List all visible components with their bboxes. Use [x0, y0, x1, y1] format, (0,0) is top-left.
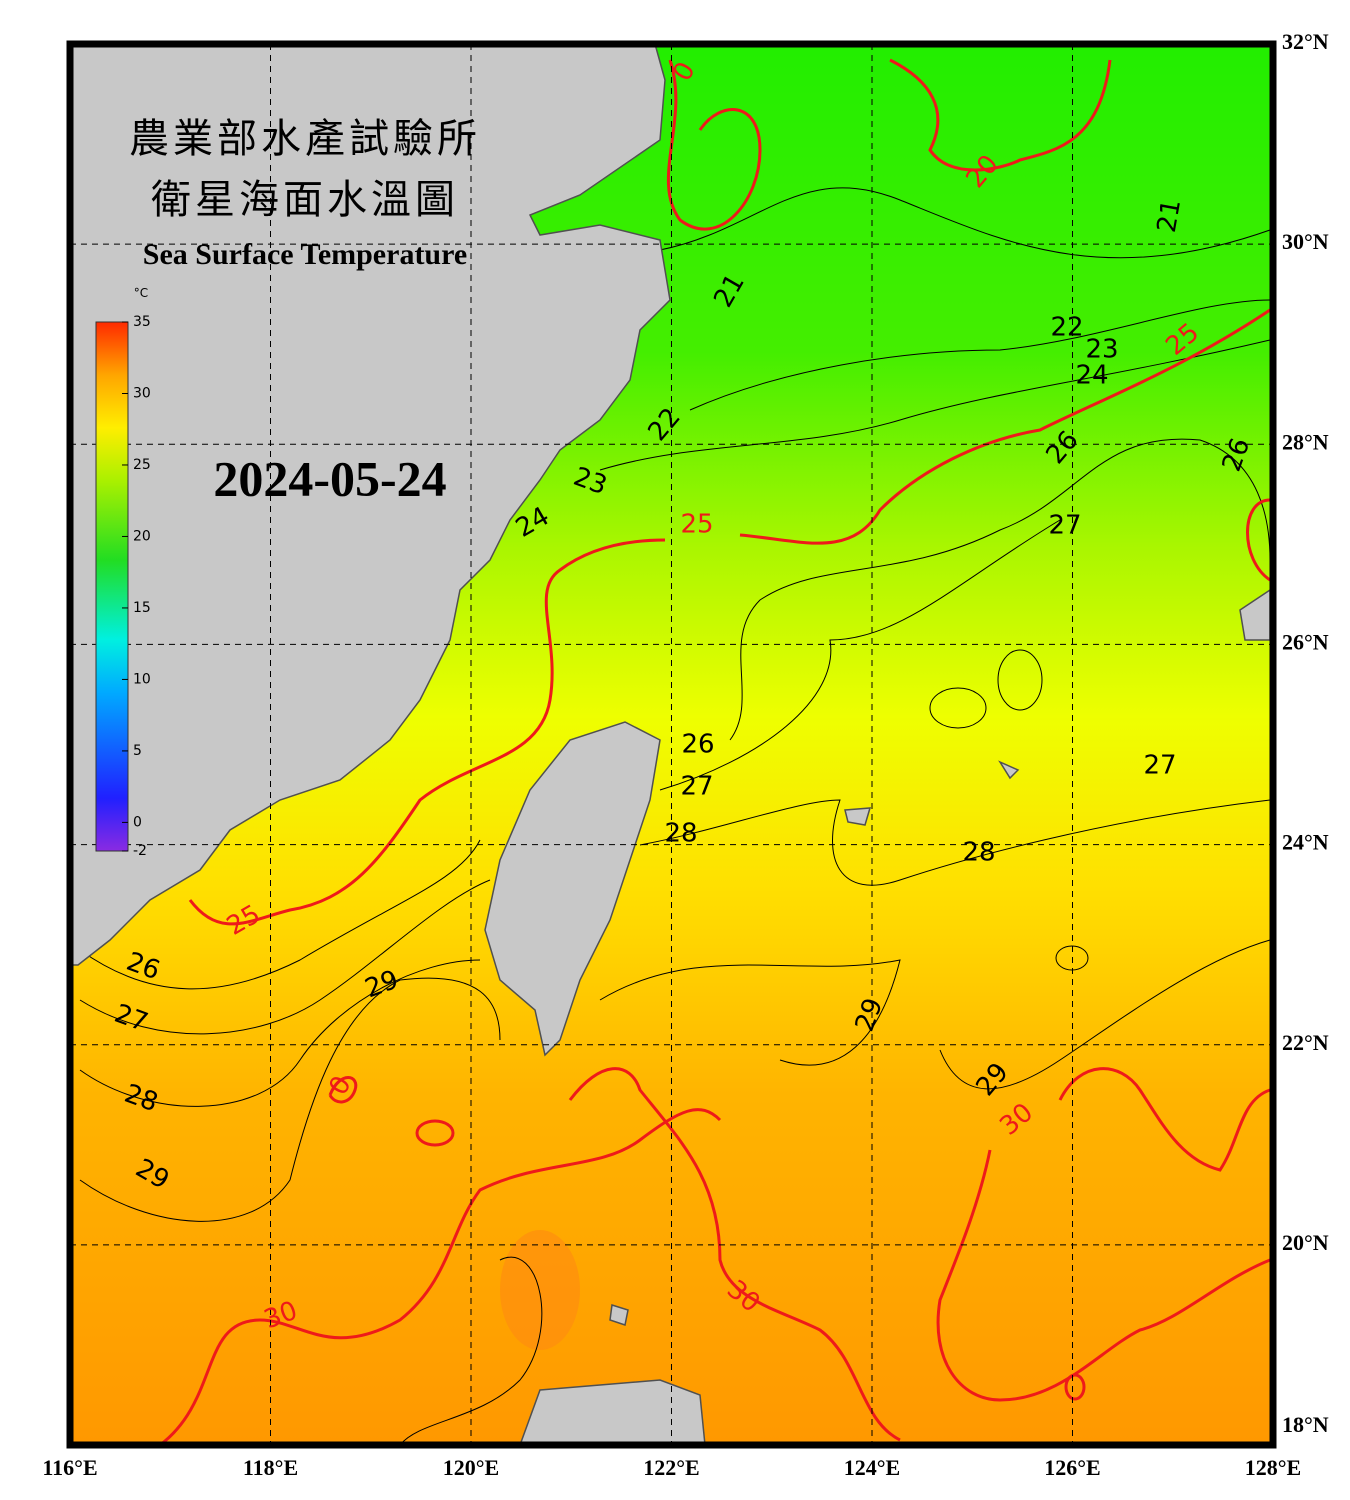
island — [609, 1304, 629, 1326]
x-tick-label: 128°E — [1245, 1455, 1301, 1480]
land — [70, 44, 1271, 1445]
contour-label: 27 — [1048, 511, 1081, 541]
contour-label: 23 — [1085, 335, 1118, 365]
colorbar-tick-label: 0 — [133, 814, 142, 830]
luzon — [519, 1379, 706, 1445]
x-tick-label: 122°E — [643, 1455, 699, 1480]
y-tick-label: 24°N — [1282, 830, 1329, 855]
map-frame — [66, 40, 1277, 1449]
colorbar-unit: °C — [134, 286, 148, 300]
y-tick-label: 30°N — [1282, 229, 1329, 254]
y-tick-label: 28°N — [1282, 429, 1329, 454]
title-en: Sea Surface Temperature — [143, 238, 467, 271]
taiwan — [484, 721, 661, 1057]
x-tick-label: 124°E — [844, 1455, 900, 1480]
x-tick-label: 120°E — [443, 1455, 499, 1480]
colorbar-tick-label: 10 — [133, 671, 151, 687]
contour-label: 28 — [962, 838, 995, 868]
y-tick-label: 20°N — [1282, 1230, 1329, 1255]
red-contours — [159, 58, 1271, 1445]
warm-patch — [500, 1230, 580, 1350]
x-tick-label: 118°E — [243, 1455, 298, 1480]
mainland — [70, 44, 671, 966]
colorbar — [95, 321, 129, 852]
y-tick-label: 22°N — [1282, 1030, 1329, 1055]
contour-label: 22 — [1050, 313, 1083, 343]
x-tick-label: 116°E — [42, 1455, 97, 1480]
colorbar-tick-label: 15 — [133, 600, 151, 616]
contours — [79, 187, 1271, 1445]
contour-label: 26 — [681, 730, 714, 760]
colorbar-tick-label: 30 — [133, 385, 151, 401]
contour-label: 24 — [1075, 361, 1108, 391]
x-tick-label: 126°E — [1044, 1455, 1100, 1480]
contour-label: 25 — [680, 510, 713, 540]
colorbar-tick-label: 35 — [133, 314, 151, 330]
title-zh: 衛星海面水溫圖 — [151, 177, 459, 222]
contour-label: 27 — [680, 772, 713, 802]
y-tick-label: 32°N — [1282, 29, 1329, 54]
date: 2024-05-24 — [213, 450, 446, 506]
title-zh: 農業部水產試驗所 — [129, 116, 481, 161]
y-tick-label: 18°N — [1282, 1412, 1329, 1437]
contour-label: 21 — [1152, 197, 1187, 235]
contour-label: 27 — [1143, 751, 1176, 781]
colorbar-tick-label: 5 — [133, 743, 142, 759]
y-tick-label: 26°N — [1282, 629, 1329, 654]
contour-label: 28 — [664, 819, 697, 849]
colorbar-tick-label: 25 — [133, 457, 151, 473]
colorbar-tick-label: -2 — [133, 843, 147, 859]
island — [998, 760, 1020, 780]
colorbar-tick-label: 20 — [133, 528, 151, 544]
island — [844, 807, 872, 826]
